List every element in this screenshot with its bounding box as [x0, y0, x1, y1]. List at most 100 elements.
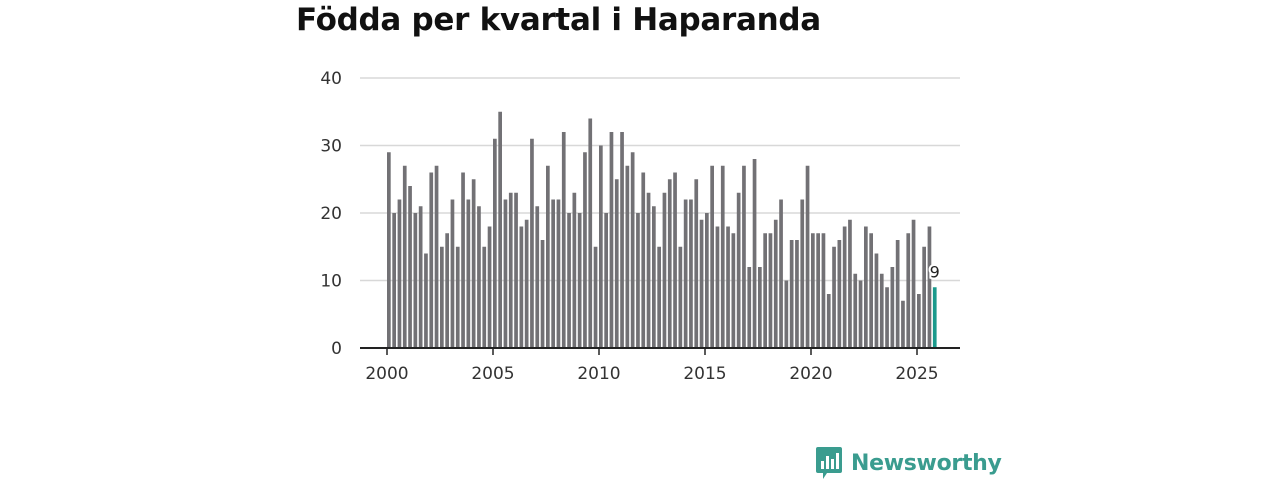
- bar-32: [556, 199, 561, 348]
- bar-4: [408, 186, 412, 348]
- bar-29: [540, 240, 545, 348]
- bar-102: [927, 226, 932, 348]
- bar-67: [742, 165, 746, 348]
- bar-6: [418, 206, 423, 348]
- x-tick-label-2010: 2010: [577, 364, 620, 384]
- bar-9: [434, 165, 439, 348]
- bar-1: [392, 213, 396, 348]
- bar-39: [593, 246, 598, 348]
- bar-34: [567, 213, 571, 348]
- bars: [387, 111, 937, 348]
- x-tick-label-2000: 2000: [365, 364, 408, 384]
- bar-54: [673, 172, 677, 348]
- bar-85: [837, 240, 842, 348]
- bar-86: [842, 226, 847, 348]
- bar-5: [413, 213, 418, 348]
- bar-98: [906, 233, 911, 348]
- bar-89: [858, 280, 863, 348]
- bar-96: [895, 240, 900, 348]
- bar-62: [715, 226, 720, 348]
- bar-55: [678, 246, 683, 348]
- bar-88: [853, 273, 858, 348]
- bar-79: [805, 165, 810, 348]
- bar-78: [800, 199, 805, 348]
- bar-87: [848, 219, 852, 348]
- bar-21: [498, 111, 502, 348]
- bar-82: [821, 233, 826, 348]
- bar-47: [636, 213, 640, 348]
- bar-chart-speech-bubble-icon: [816, 447, 842, 479]
- bar-51: [657, 246, 661, 348]
- bar-26: [524, 219, 529, 348]
- bar-76: [789, 240, 794, 348]
- bar-68: [747, 267, 752, 348]
- bar-49: [646, 192, 651, 348]
- bar-18: [482, 246, 487, 348]
- bar-69: [752, 159, 757, 348]
- bar-63: [720, 165, 725, 348]
- bar-72: [768, 233, 773, 348]
- bar-59: [699, 219, 704, 348]
- bar-45: [625, 165, 630, 348]
- bar-74: [779, 199, 783, 348]
- x-tick-label-2020: 2020: [789, 364, 832, 384]
- bar-100: [917, 294, 921, 348]
- bar-71: [763, 233, 767, 348]
- bar-0: [387, 152, 391, 348]
- bar-60: [705, 213, 709, 348]
- bar-36: [577, 213, 582, 348]
- y-tick-label-20: 20: [320, 204, 342, 224]
- x-tick-label-2005: 2005: [471, 364, 514, 384]
- bar-84: [832, 246, 836, 348]
- bar-17: [477, 206, 481, 348]
- bar-43: [614, 179, 619, 348]
- y-tick-label-10: 10: [320, 272, 342, 292]
- bar-10: [440, 246, 444, 348]
- bar-2: [397, 199, 402, 348]
- bar-14: [461, 172, 465, 348]
- bar-13: [455, 246, 460, 348]
- brand-name: Newsworthy: [851, 450, 1002, 476]
- bar-3: [402, 165, 407, 348]
- newsworthy-logo: Newsworthy: [815, 446, 1002, 480]
- bar-41: [604, 213, 608, 348]
- chart-title: Födda per kvartal i Haparanda: [296, 2, 821, 38]
- bar-103: [932, 287, 937, 348]
- bar-44: [620, 132, 624, 348]
- bar-33: [561, 132, 566, 348]
- bar-24: [514, 192, 518, 348]
- bar-99: [911, 219, 916, 348]
- bar-40: [599, 145, 603, 348]
- bar-23: [508, 192, 513, 348]
- bar-93: [879, 273, 884, 348]
- y-tick-label-40: 40: [320, 69, 342, 89]
- axes: [360, 347, 960, 355]
- bar-65: [731, 233, 736, 348]
- bar-48: [641, 172, 646, 348]
- bar-46: [630, 152, 635, 348]
- bar-75: [784, 280, 789, 348]
- bar-90: [864, 226, 868, 348]
- bar-66: [736, 192, 741, 348]
- bar-91: [869, 233, 873, 348]
- bar-61: [710, 165, 714, 348]
- x-tick-label-2025: 2025: [895, 364, 938, 384]
- bar-20: [493, 138, 497, 348]
- bar-11: [445, 233, 449, 348]
- bar-94: [885, 287, 889, 348]
- bar-19: [487, 226, 492, 348]
- bar-70: [758, 267, 762, 348]
- bar-31: [551, 199, 555, 348]
- bar-50: [652, 206, 656, 348]
- y-tick-label-30: 30: [320, 137, 342, 157]
- bar-64: [726, 226, 730, 348]
- tick-labels: 0 10 20 30 40 2000 2005 2010 2015 2020 2025 9: [320, 69, 941, 384]
- bar-37: [583, 152, 587, 348]
- bar-81: [816, 233, 820, 348]
- bar-15: [466, 199, 471, 348]
- bar-56: [683, 199, 688, 348]
- bar-97: [901, 300, 905, 348]
- bar-58: [694, 179, 699, 348]
- bar-7: [424, 253, 428, 348]
